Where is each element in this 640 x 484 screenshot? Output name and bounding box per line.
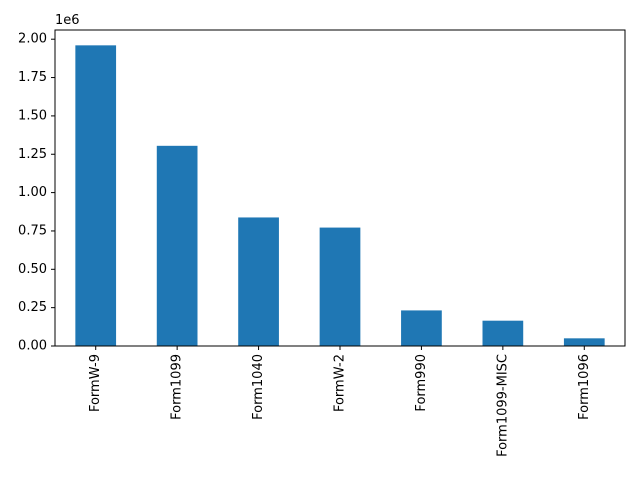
x-tick-label: Form1040	[251, 354, 266, 420]
y-tick-label: 0.50	[18, 262, 47, 277]
x-tick-label: Form1099	[170, 354, 185, 420]
bar-formw-2	[319, 227, 361, 346]
x-tick-label: FormW-9	[88, 354, 103, 412]
plot-area-frame	[54, 29, 626, 347]
bar-form1099	[156, 145, 198, 346]
bar-formw-9	[75, 45, 117, 346]
y-tick-label: 2.00	[18, 32, 47, 47]
bar-form1040	[238, 217, 279, 346]
y-tick-label: 1.50	[18, 108, 47, 123]
y-tick-label: 0.75	[18, 223, 47, 238]
bar-form1099-misc	[482, 320, 524, 346]
x-tick-label: Form990	[414, 354, 429, 412]
bars-layer	[75, 45, 605, 346]
y-axis: 0.00 0.25 0.50 0.75 1.00 1.25 1.50 1.75 2.00	[18, 32, 55, 354]
x-axis: FormW-9 Form1099 Form1040 FormW-2 Form990 For…	[88, 346, 592, 457]
bar-form990	[401, 310, 442, 346]
y-tick-label: 0.00	[18, 339, 47, 354]
y-tick-label: 0.25	[18, 300, 47, 315]
y-tick-label: 1.00	[18, 185, 47, 200]
x-tick-label: Form1096	[577, 354, 592, 420]
x-tick-label: FormW-2	[333, 354, 348, 412]
x-tick-label: Form1099-MISC	[495, 354, 510, 457]
y-tick-label: 1.75	[18, 70, 47, 85]
y-tick-label: 1.25	[18, 147, 47, 162]
bar-form1096	[563, 338, 605, 346]
y-axis-offset-label: 1e6	[55, 13, 80, 28]
